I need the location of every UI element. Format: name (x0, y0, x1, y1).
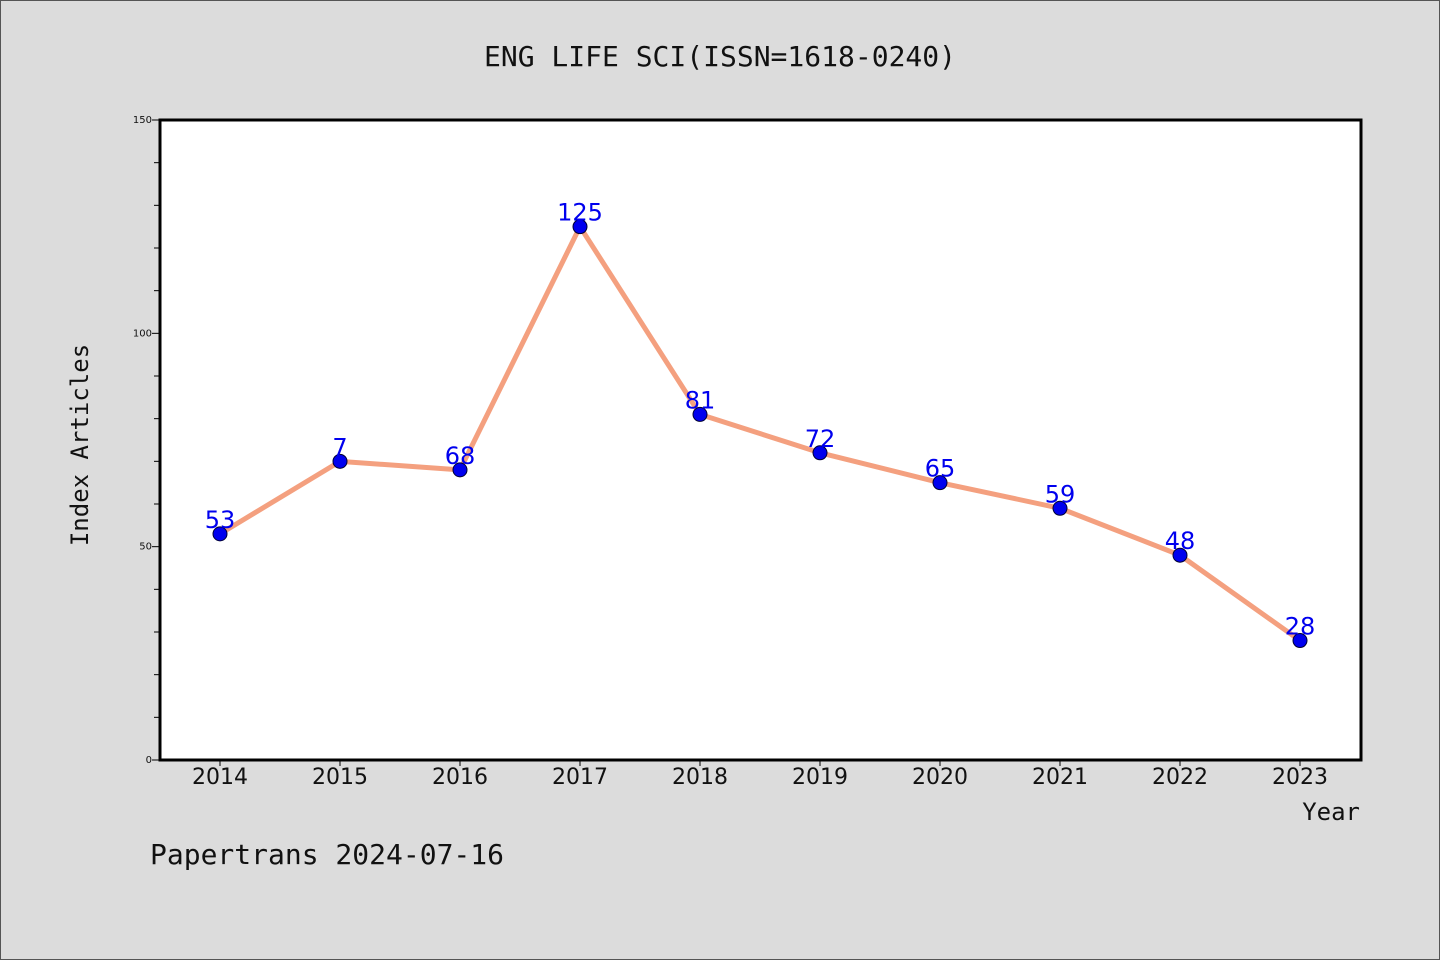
data-point (332, 453, 348, 469)
y-tick-label: 100 (133, 328, 152, 339)
x-tick-label: 2017 (552, 765, 608, 790)
data-point (1172, 547, 1188, 563)
data-label: 72 (805, 425, 836, 453)
data-label: 65 (925, 455, 956, 483)
x-tick-label: 2015 (312, 765, 368, 790)
y-axis-label: Index Articles (66, 344, 94, 546)
data-label: 7 (332, 433, 347, 461)
x-tick-label: 2019 (792, 765, 848, 790)
data-label: 28 (1285, 613, 1316, 641)
x-tick-label: 2016 (432, 765, 488, 790)
data-label: 125 (557, 199, 603, 227)
x-tick-label: 2014 (192, 765, 248, 790)
data-point (932, 475, 948, 491)
data-point (1292, 633, 1308, 649)
data-label: 68 (445, 442, 476, 470)
x-tick-label: 2022 (1152, 765, 1208, 790)
series-line (218, 224, 1302, 643)
x-tick-label: 2020 (912, 765, 968, 790)
data-point (452, 462, 468, 478)
series-markers (212, 219, 1308, 649)
data-labels: 53 7 68 125 81 72 65 59 48 28 (205, 199, 1316, 641)
y-tick-label: 0 (146, 755, 152, 766)
chart-title: ENG LIFE SCI(ISSN=1618-0240) (484, 40, 956, 73)
y-tick-label: 150 (133, 115, 152, 126)
footer-credit: Papertrans 2024-07-16 (150, 838, 504, 871)
data-point (812, 445, 828, 461)
y-tick-label: 50 (139, 542, 152, 553)
data-point (572, 219, 588, 235)
x-axis-label: Year (1302, 798, 1360, 826)
x-tick-label: 2021 (1032, 765, 1088, 790)
y-axis-ticks: 0 50 100 150 (133, 115, 160, 766)
data-label: 59 (1045, 480, 1076, 508)
x-axis-ticks: 2014 2015 2016 2017 2018 2019 2020 2021 2022 2023 (192, 760, 1328, 790)
data-label: 48 (1165, 527, 1196, 555)
plot-area (160, 120, 1361, 760)
data-label: 53 (205, 506, 236, 534)
data-point (212, 526, 228, 542)
plot-border (158, 118, 1363, 762)
x-tick-label: 2023 (1272, 765, 1328, 790)
x-tick-label: 2018 (672, 765, 728, 790)
data-point (692, 406, 708, 422)
data-label: 81 (685, 386, 716, 414)
data-point (1052, 500, 1068, 516)
